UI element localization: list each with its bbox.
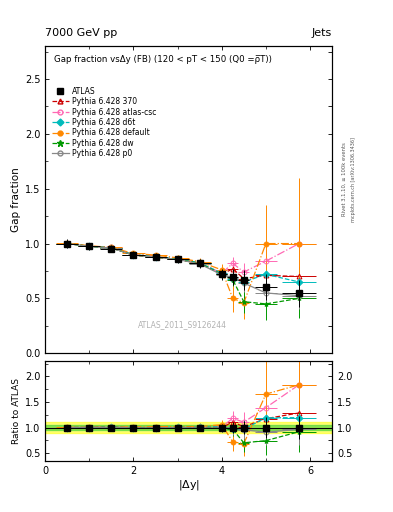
Bar [45, 425, 332, 430]
Text: Gap fraction vsΔy (FB) (120 < pT < 150 (Q0 =ρ̅T)): Gap fraction vsΔy (FB) (120 < pT < 150 (… [54, 55, 272, 65]
Text: Jets: Jets [312, 28, 332, 38]
Bar [45, 422, 332, 433]
Text: ATLAS_2011_S9126244: ATLAS_2011_S9126244 [138, 319, 228, 329]
Y-axis label: Gap fraction: Gap fraction [11, 167, 21, 232]
Text: 7000 GeV pp: 7000 GeV pp [45, 28, 118, 38]
Y-axis label: Ratio to ATLAS: Ratio to ATLAS [12, 378, 21, 444]
X-axis label: |$\Delta$y|: |$\Delta$y| [178, 478, 200, 493]
Legend: ATLAS, Pythia 6.428 370, Pythia 6.428 atlas-csc, Pythia 6.428 d6t, Pythia 6.428 : ATLAS, Pythia 6.428 370, Pythia 6.428 at… [52, 87, 156, 158]
Text: Rivet 3.1.10, ≥ 100k events: Rivet 3.1.10, ≥ 100k events [342, 142, 346, 216]
Text: mcplots.cern.ch [arXiv:1306.3436]: mcplots.cern.ch [arXiv:1306.3436] [351, 137, 356, 222]
